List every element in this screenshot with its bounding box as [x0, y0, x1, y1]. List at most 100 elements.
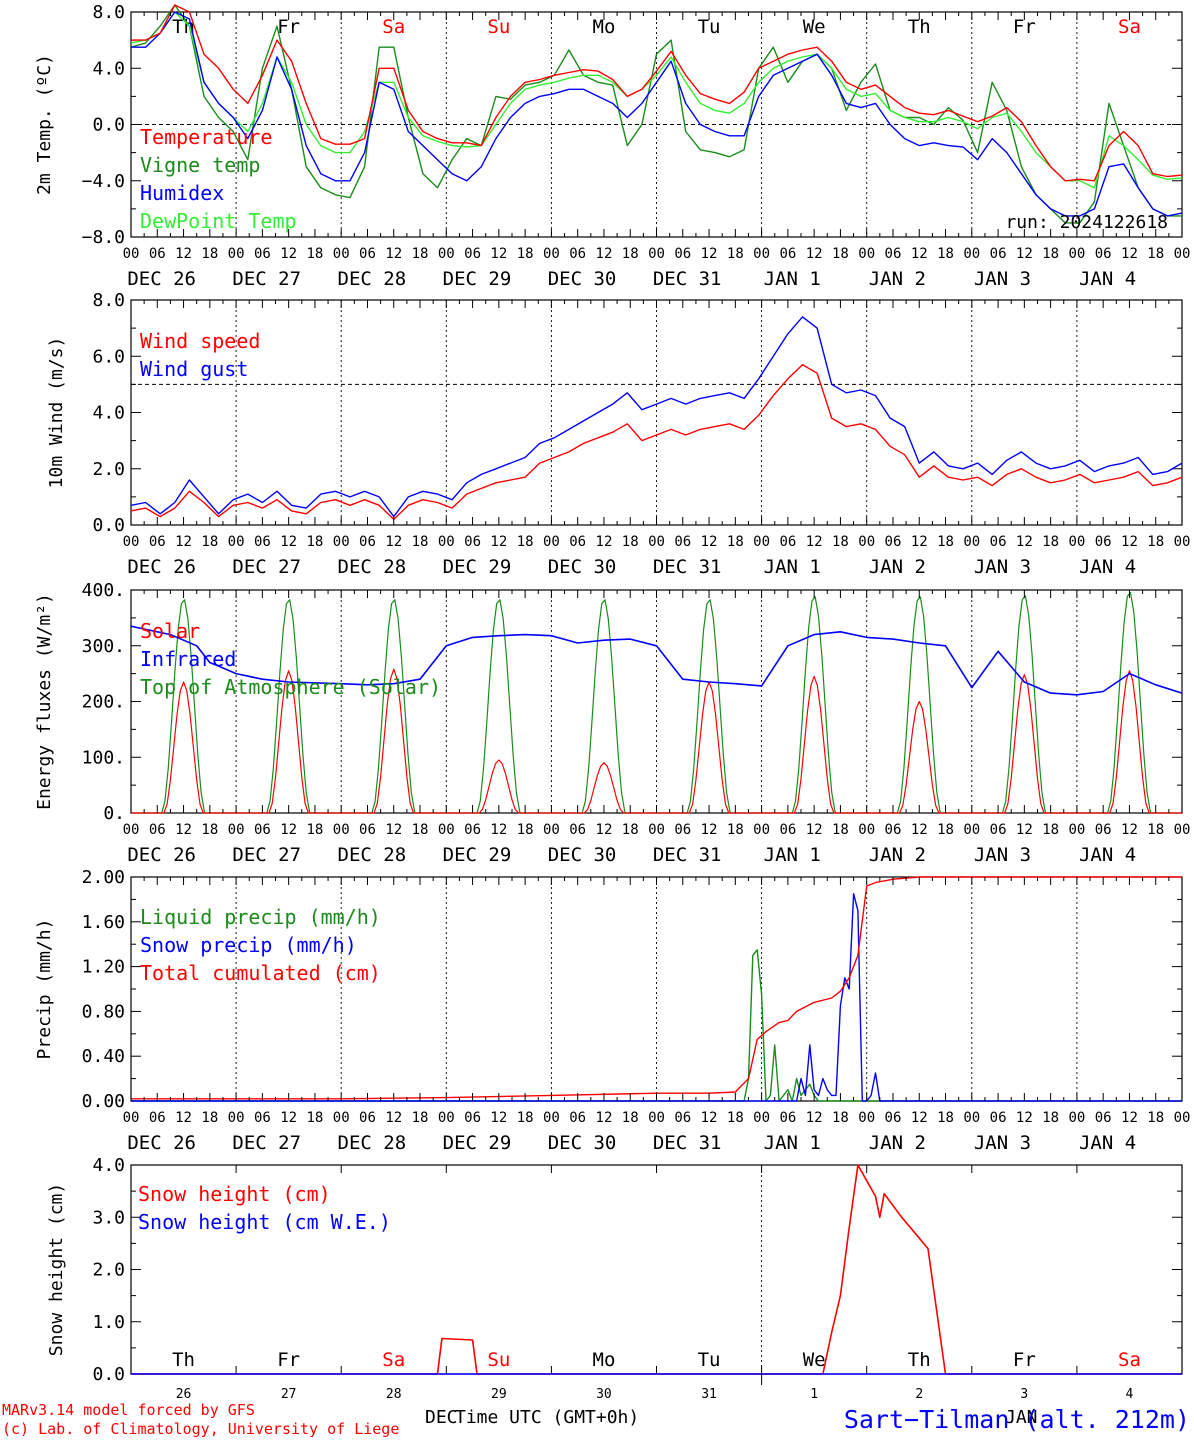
hour-tick-label: 18 — [201, 246, 218, 262]
legend-entry-total-cumulated-cm: Total cumulated (cm) — [140, 961, 381, 985]
day-label: Sa — [1118, 16, 1141, 38]
legend-entry-liquid-precip-mm-h: Liquid precip (mm/h) — [140, 905, 381, 929]
hour-tick-label: 18 — [832, 1110, 849, 1126]
date-label: DEC 31 — [653, 268, 722, 290]
legend-entry-dewpoint-temp: DewPoint Temp — [140, 209, 297, 233]
hour-tick-label: 00 — [333, 534, 350, 550]
date-label: DEC 30 — [548, 556, 617, 578]
hour-tick-label: 06 — [149, 1110, 166, 1126]
y-axis-label: 10m Wind (m/s) — [46, 337, 67, 489]
hour-tick-label: 18 — [412, 1110, 429, 1126]
hour-tick-label: 06 — [779, 534, 796, 550]
day-number-label: 4 — [1126, 1387, 1134, 1402]
y-tick-label: 0.80 — [82, 1001, 125, 1022]
hour-tick-label: 18 — [937, 822, 954, 838]
hour-tick-label: 00 — [963, 822, 980, 838]
month-label-dec: DEC — [425, 1407, 458, 1428]
hour-tick-label: 00 — [543, 822, 560, 838]
legend-entry-wind-speed: Wind speed — [140, 329, 260, 353]
legend-entry-snow-height-cm-w-e: Snow height (cm W.E.) — [138, 1210, 391, 1234]
date-label: DEC 31 — [653, 844, 722, 866]
hour-tick-label: 00 — [963, 1110, 980, 1126]
hour-tick-label: 12 — [596, 246, 613, 262]
day-label: Sa — [382, 1349, 405, 1371]
hour-tick-label: 00 — [858, 1110, 875, 1126]
y-tick-label: 300. — [82, 636, 125, 657]
day-label: Fr — [1013, 1349, 1036, 1371]
date-label: DEC 31 — [653, 1132, 722, 1154]
hour-tick-label: 06 — [885, 534, 902, 550]
hour-tick-label: 06 — [254, 246, 271, 262]
series-line-liquid-precip — [131, 949, 1182, 1102]
hour-tick-label: 12 — [385, 534, 402, 550]
hour-tick-label: 00 — [753, 822, 770, 838]
day-label: Fr — [277, 1349, 300, 1371]
day-label: We — [803, 1349, 826, 1371]
hour-tick-label: 06 — [149, 822, 166, 838]
hour-tick-label: 18 — [1147, 822, 1164, 838]
day-number-label: 1 — [810, 1387, 818, 1402]
station-name: Sart−Tilman (alt. 212m) — [844, 1405, 1190, 1434]
y-axis-label: Energy fluxes (W/m²) — [34, 593, 55, 810]
hour-tick-label: 18 — [727, 822, 744, 838]
day-label: Fr — [277, 16, 300, 38]
hour-tick-label: 06 — [254, 1110, 271, 1126]
hour-tick-label: 06 — [1095, 822, 1112, 838]
hour-tick-label: 06 — [149, 246, 166, 262]
date-label: DEC 28 — [338, 844, 407, 866]
hour-tick-label: 00 — [333, 246, 350, 262]
y-tick-label: 100. — [82, 747, 125, 768]
hour-tick-label: 12 — [701, 822, 718, 838]
y-tick-label: 0. — [103, 803, 125, 824]
date-label: DEC 29 — [443, 844, 512, 866]
hour-tick-label: 00 — [1174, 246, 1191, 262]
y-tick-label: 2.00 — [82, 867, 125, 888]
hour-tick-label: 12 — [1121, 1110, 1138, 1126]
hour-tick-label: 12 — [1016, 1110, 1033, 1126]
hour-tick-label: 18 — [832, 822, 849, 838]
hour-tick-label: 18 — [937, 1110, 954, 1126]
date-label: JAN 2 — [869, 844, 926, 866]
date-label: JAN 3 — [974, 844, 1031, 866]
day-label: Tu — [698, 1349, 721, 1371]
hour-tick-label: 12 — [911, 246, 928, 262]
day-label: Fr — [1013, 16, 1036, 38]
y-tick-label: 4.0 — [92, 1155, 125, 1176]
date-label: DEC 28 — [338, 268, 407, 290]
legend-entry-infrared: Infrared — [140, 647, 236, 671]
hour-tick-label: 00 — [858, 246, 875, 262]
date-label: JAN 1 — [764, 844, 821, 866]
hour-tick-label: 12 — [1121, 246, 1138, 262]
hour-tick-label: 18 — [727, 534, 744, 550]
hour-tick-label: 12 — [1121, 534, 1138, 550]
legend-entry-top-of-atmosphere-solar: Top of Atmosphere (Solar) — [140, 675, 441, 699]
y-tick-label: 1.60 — [82, 912, 125, 933]
day-label: Th — [172, 1349, 195, 1371]
hour-tick-label: 00 — [1068, 534, 1085, 550]
hour-tick-label: 18 — [937, 246, 954, 262]
panel-2: 0.0 2.0 4.0 6.0 8.0 10m Wind (m/s) Wind speed W… — [46, 290, 1190, 578]
hour-tick-label: 00 — [963, 534, 980, 550]
date-label: DEC 29 — [443, 1132, 512, 1154]
hour-tick-label: 12 — [1016, 822, 1033, 838]
date-label: JAN 1 — [764, 1132, 821, 1154]
y-tick-label: 2.0 — [92, 1260, 125, 1281]
day-number-label: 28 — [386, 1387, 402, 1402]
hour-tick-label: 00 — [438, 246, 455, 262]
y-axis-label: 2m Temp. (ºC) — [34, 54, 55, 195]
legend-entry-vigne-temp: Vigne temp — [140, 153, 260, 177]
date-label: DEC 28 — [338, 556, 407, 578]
hour-tick-label: 18 — [201, 1110, 218, 1126]
day-number-label: 30 — [596, 1387, 612, 1402]
hour-tick-label: 00 — [753, 534, 770, 550]
y-tick-label: 1.0 — [92, 1312, 125, 1333]
hour-tick-label: 12 — [701, 1110, 718, 1126]
date-label: DEC 26 — [127, 268, 196, 290]
hour-tick-label: 06 — [674, 1110, 691, 1126]
date-label: DEC 31 — [653, 556, 722, 578]
series-line-snow-precip — [131, 893, 1182, 1102]
date-label: JAN 4 — [1079, 1132, 1136, 1154]
series-line-vigne-temp — [130, 4, 1182, 224]
hour-tick-label: 18 — [622, 246, 639, 262]
hour-tick-label: 00 — [333, 1110, 350, 1126]
